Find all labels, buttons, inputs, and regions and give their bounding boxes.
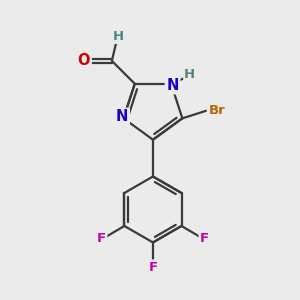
Text: F: F	[200, 232, 209, 245]
Text: H: H	[113, 30, 124, 43]
Text: N: N	[167, 78, 179, 93]
Text: F: F	[97, 232, 106, 245]
Text: O: O	[78, 53, 90, 68]
Text: Br: Br	[208, 104, 225, 117]
Text: N: N	[116, 110, 128, 124]
Text: F: F	[148, 261, 158, 274]
Text: H: H	[184, 68, 195, 81]
